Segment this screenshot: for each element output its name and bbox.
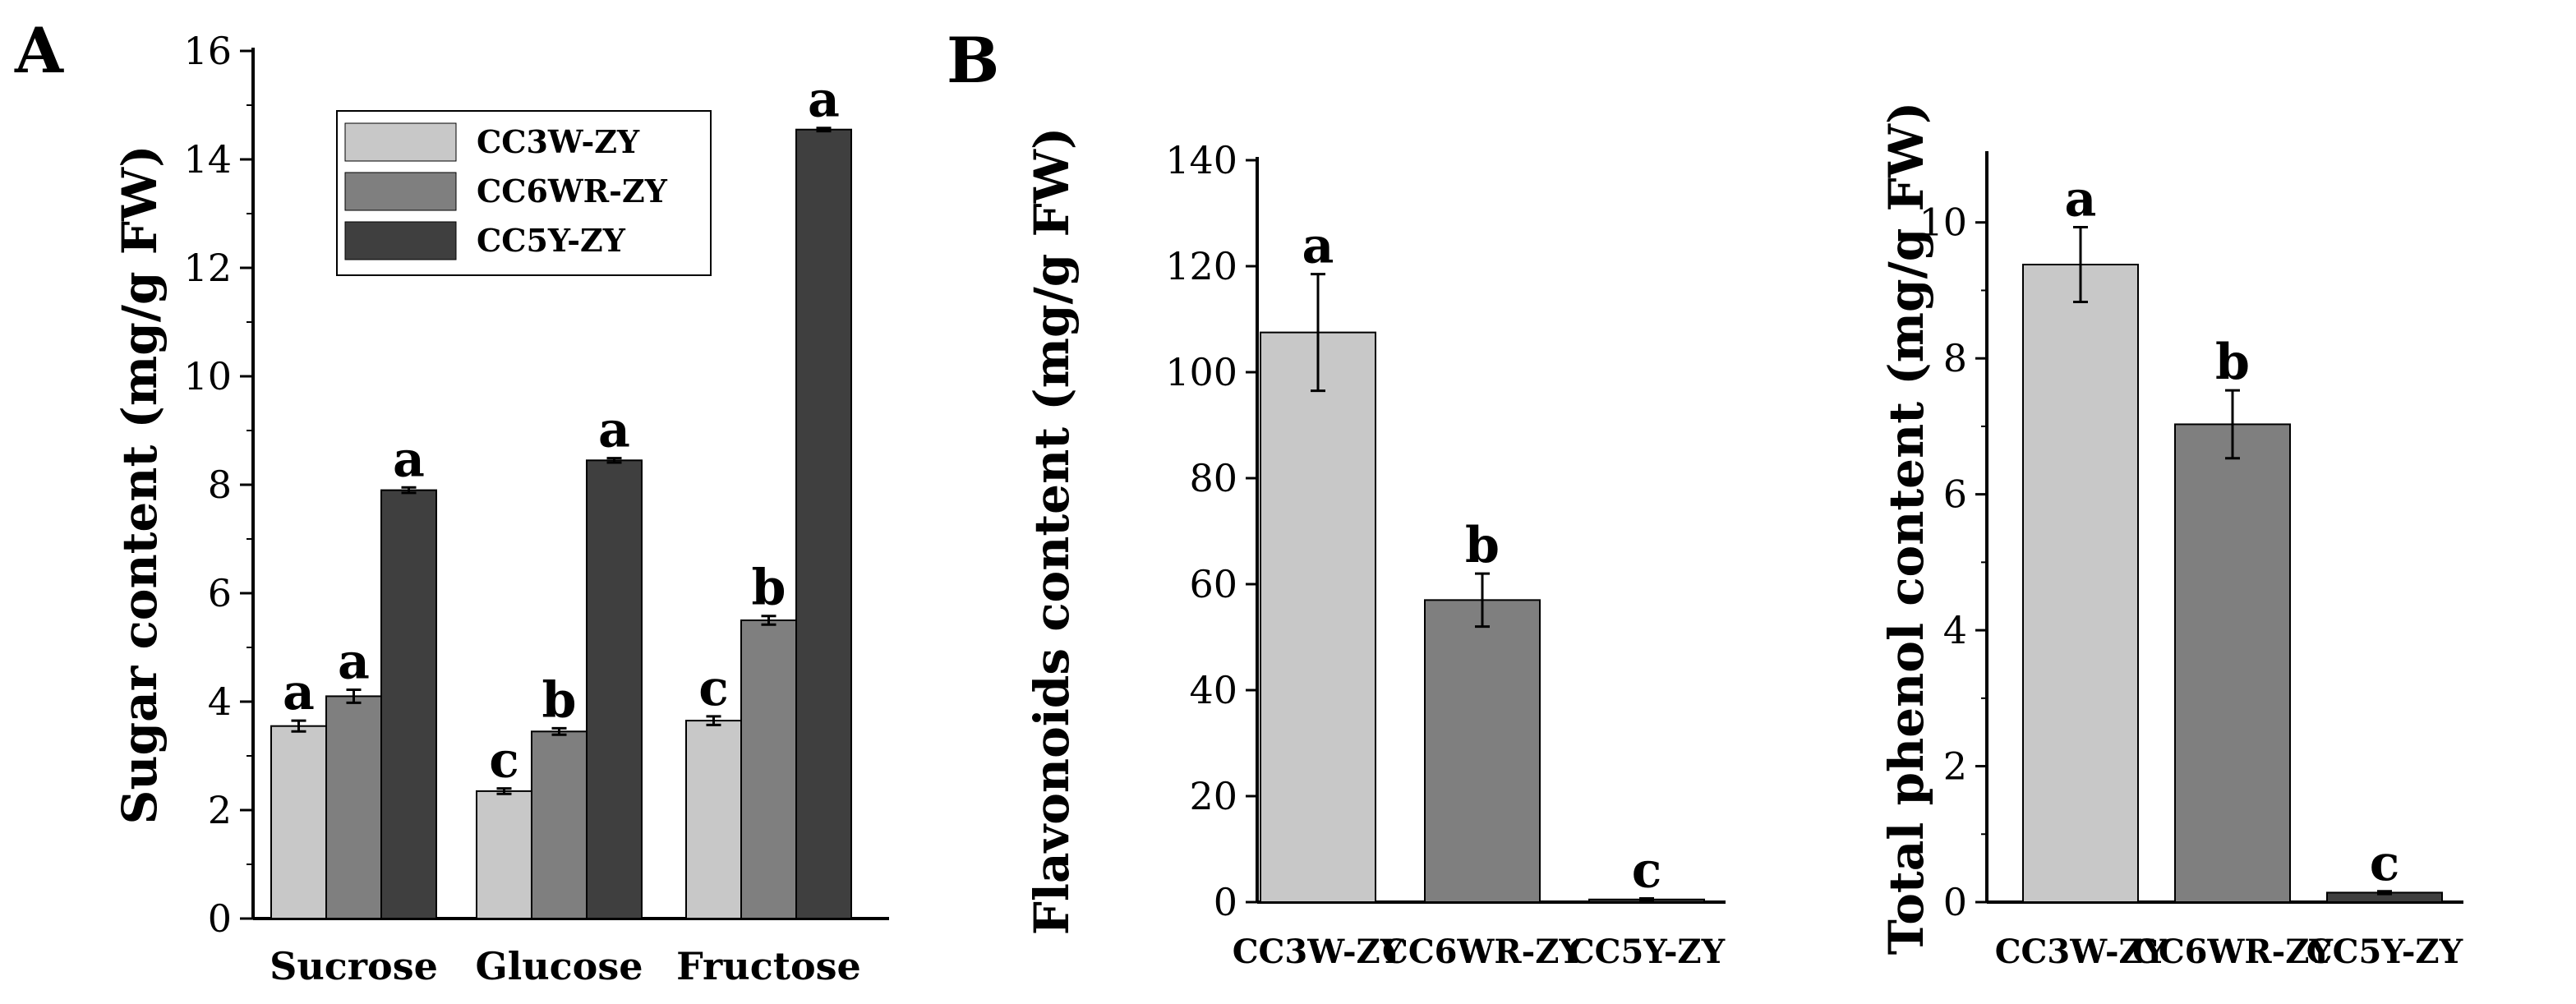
legend-swatch (344, 122, 457, 162)
y-tick-label: 4 (208, 679, 232, 724)
y-tick-label: 0 (1943, 880, 1967, 924)
bar-cc5y-zy (795, 128, 852, 919)
significance-label: a (598, 402, 630, 459)
x-category-label: CC3W-ZY (1995, 933, 2167, 971)
x-category-label: CC5Y-ZY (1569, 933, 1726, 971)
y-tick-label: 20 (1189, 774, 1237, 818)
bar-cc3w-zy (685, 720, 742, 919)
flavonoids-chart: 0 20 40 60 80 100 120 140 a CC3W-ZY b CC6WR-ZY c CC5Y… (1024, 127, 1726, 971)
y-axis-title: Total phenol content (mg/g FW) (1878, 102, 1934, 956)
significance-label: b (2215, 334, 2250, 391)
significance-label: c (2370, 835, 2400, 892)
legend-label: CC6WR-ZY (477, 173, 668, 210)
significance-label: a (393, 431, 425, 488)
significance-label: c (1632, 841, 1662, 899)
y-tick-label: 0 (208, 896, 232, 941)
significance-label: a (1302, 218, 1334, 275)
legend-label: CC3W-ZY (477, 123, 640, 160)
x-category-label: Sucrose (270, 944, 438, 988)
bar-cc5y-zy (586, 459, 643, 919)
y-tick-label: 6 (208, 571, 232, 615)
y-tick-label: 60 (1189, 562, 1237, 606)
y-tick-label: 80 (1189, 456, 1237, 500)
y-tick-label: 16 (183, 29, 232, 73)
bar-cc3w-zy (476, 790, 532, 920)
x-category-label: CC6WR-ZY (1382, 933, 1583, 971)
y-tick-label: 2 (1943, 744, 1967, 789)
bar-cc6wr-zy (2174, 423, 2291, 903)
legend-swatch (344, 221, 457, 260)
significance-label: b (752, 560, 786, 617)
y-axis-title: Sugar content (mg/g FW) (112, 145, 168, 824)
significance-label: a (808, 71, 840, 129)
bar-cc3w-zy (1260, 331, 1376, 903)
x-category-label: Glucose (475, 944, 643, 988)
significance-label: a (338, 633, 370, 690)
x-category-label: CC3W-ZY (1233, 933, 1404, 971)
bar-cc6wr-zy (740, 619, 797, 919)
y-tick-label: 6 (1943, 472, 1967, 517)
y-tick-label: 10 (1919, 200, 1967, 245)
significance-label: c (489, 732, 519, 790)
y-tick-label: 100 (1165, 350, 1237, 394)
y-tick-label: 2 (208, 788, 232, 832)
bar-cc3w-zy (2022, 264, 2139, 903)
y-tick-label: 12 (183, 246, 232, 290)
y-tick-label: 8 (208, 463, 232, 507)
significance-label: b (542, 671, 577, 729)
significance-label: a (283, 664, 315, 721)
y-tick-label: 8 (1943, 336, 1967, 380)
bar-cc3w-zy (270, 725, 327, 920)
significance-label: b (1465, 517, 1500, 574)
y-tick-label: 120 (1165, 244, 1237, 288)
panel-b-letter: B (947, 24, 999, 97)
y-tick-label: 4 (1943, 608, 1967, 652)
bar-cc6wr-zy (531, 730, 588, 919)
y-axis-title: Flavonoids content (mg/g FW) (1024, 127, 1080, 936)
bar-cc6wr-zy (1424, 599, 1541, 903)
panel-a-letter: A (14, 14, 64, 87)
legend-label: CC5Y-ZY (477, 222, 626, 259)
legend-swatch (344, 172, 457, 211)
x-category-label: CC5Y-ZY (2306, 933, 2463, 971)
bar-cc6wr-zy (325, 695, 382, 920)
sugar-content-chart: 0246810121416aaaSucrosecbaGlucosecbaFruc… (112, 29, 889, 988)
x-category-label: Fructose (676, 944, 861, 988)
significance-label: c (698, 660, 729, 717)
bar-cc5y-zy (380, 489, 437, 919)
y-tick-label: 140 (1165, 138, 1237, 182)
y-tick-label: 40 (1189, 668, 1237, 712)
y-tick-label: 0 (1214, 880, 1237, 924)
total-phenol-chart: 0 2 4 6 8 10 a CC3W-ZY b CC6WR-ZY c CC5Y-ZY Total ph… (1878, 102, 2463, 971)
y-tick-label: 10 (183, 354, 232, 398)
y-tick-label: 14 (183, 137, 232, 182)
significance-label: a (2065, 171, 2097, 228)
x-category-label: CC6WR-ZY (2132, 933, 2333, 971)
